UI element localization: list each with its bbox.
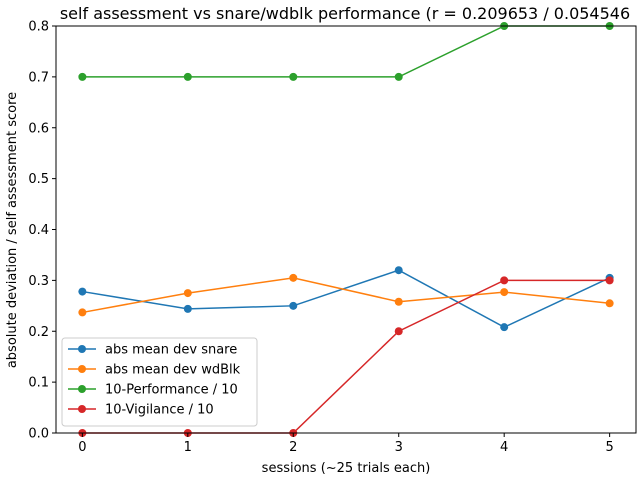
legend-marker xyxy=(78,385,86,393)
y-axis: 0.0 0.1 0.2 0.3 0.4 0.5 0.6 0.7 0.8 xyxy=(28,20,56,442)
legend-label: 10-Vigilance / 10 xyxy=(105,403,214,418)
x-tick-label: 1 xyxy=(184,440,192,455)
legend-label: abs mean dev snare xyxy=(105,343,237,358)
data-point xyxy=(78,308,87,317)
legend-marker xyxy=(78,405,86,413)
legend-label: abs mean dev wdBlk xyxy=(105,363,241,378)
data-point xyxy=(183,289,192,298)
data-point xyxy=(500,276,509,285)
x-tick-label: 4 xyxy=(500,440,508,455)
data-point xyxy=(183,304,192,313)
data-point xyxy=(605,276,614,285)
series-line xyxy=(82,269,610,329)
data-point xyxy=(78,287,87,296)
data-point xyxy=(500,288,509,297)
y-tick-label: 0.8 xyxy=(28,20,49,35)
x-axis: 0 1 2 3 4 5 xyxy=(78,433,614,455)
series-line xyxy=(82,277,610,314)
y-tick-label: 0.0 xyxy=(28,427,49,442)
data-point xyxy=(394,72,403,81)
x-tick-label: 5 xyxy=(605,440,613,455)
data-point xyxy=(289,273,298,282)
x-tick-label: 0 xyxy=(78,440,86,455)
data-point xyxy=(394,327,403,336)
legend-box xyxy=(61,337,258,427)
data-point xyxy=(500,323,509,332)
legend-marker xyxy=(78,345,86,353)
y-tick-label: 0.1 xyxy=(28,376,49,391)
y-tick-label: 0.5 xyxy=(28,172,49,187)
chart-title: self assessment vs snare/wdblk performan… xyxy=(60,4,630,23)
series-1 xyxy=(78,273,614,317)
data-point xyxy=(289,72,298,81)
y-tick-label: 0.4 xyxy=(28,223,49,238)
data-point xyxy=(605,299,614,308)
series-0 xyxy=(78,266,614,332)
y-axis-label: absolute deviation / self assessment sco… xyxy=(5,92,20,368)
x-tick-label: 2 xyxy=(289,440,297,455)
y-tick-label: 0.2 xyxy=(28,325,49,340)
legend: abs mean dev snare abs mean dev wdBlk 10-P… xyxy=(61,337,258,427)
x-tick-label: 3 xyxy=(395,440,403,455)
y-tick-label: 0.3 xyxy=(28,274,49,289)
y-tick-label: 0.7 xyxy=(28,70,49,85)
data-point xyxy=(78,72,87,81)
series-line xyxy=(82,25,610,78)
plot-area xyxy=(55,22,637,437)
series-2 xyxy=(78,22,614,81)
legend-label: 10-Performance / 10 xyxy=(105,383,238,398)
legend-marker xyxy=(78,365,86,373)
y-tick-label: 0.6 xyxy=(28,121,49,136)
data-point xyxy=(289,301,298,310)
data-point xyxy=(394,297,403,306)
data-point xyxy=(183,72,192,81)
x-axis-label: sessions (~25 trials each) xyxy=(262,461,431,476)
data-point xyxy=(394,266,403,275)
